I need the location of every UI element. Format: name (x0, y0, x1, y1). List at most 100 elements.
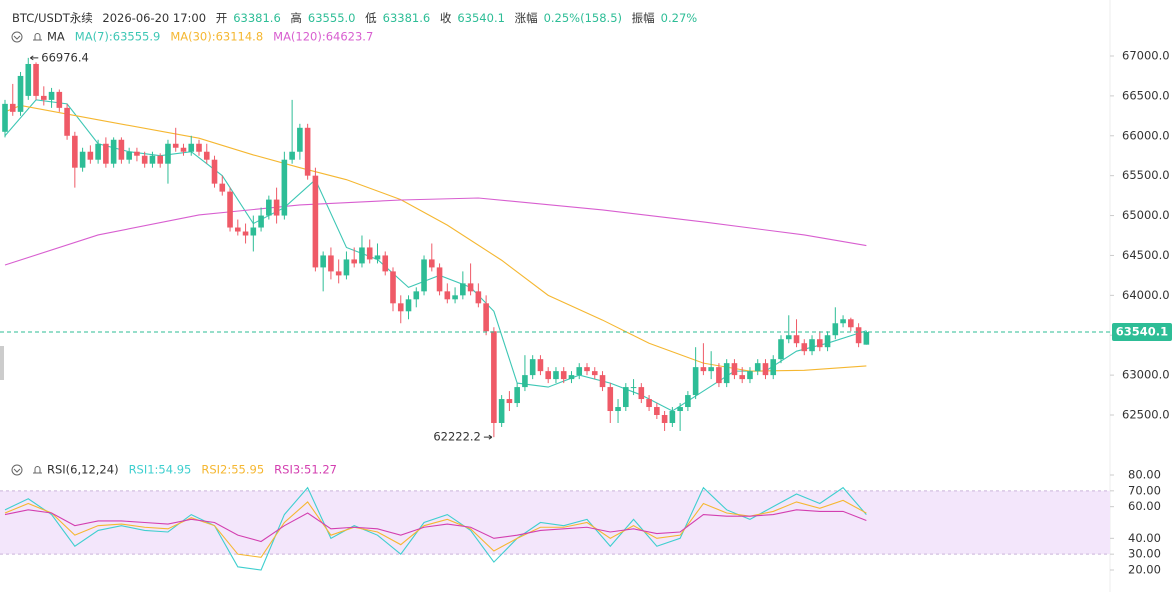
legend-entry: MA(7):63555.9 (75, 30, 161, 44)
candle-body (661, 415, 668, 423)
candle-body (103, 143, 109, 164)
candle-body (235, 227, 241, 232)
y-tick-label: 70.00 (1128, 483, 1161, 497)
candle-body (467, 283, 474, 292)
candle-body (56, 91, 63, 108)
y-tick-label: 63000.0 (1122, 368, 1170, 382)
candle-body (747, 371, 753, 380)
candle-body (855, 327, 862, 344)
high-label: 高 (290, 11, 302, 25)
candle-body (778, 339, 784, 360)
low: 63381.6 (382, 11, 431, 25)
candle-body (304, 127, 311, 176)
candle-body (731, 363, 738, 376)
candle-body (522, 375, 528, 388)
candle-body (227, 191, 233, 228)
y-tick-label: 66000.0 (1122, 128, 1170, 142)
candle-body (320, 255, 326, 268)
candle-body (545, 371, 551, 380)
y-tick-label: 64500.0 (1122, 248, 1170, 262)
candle-body (413, 291, 420, 300)
candle-body (483, 303, 489, 332)
legend-title: RSI(6,12,24) (47, 463, 119, 477)
candle-body (382, 255, 389, 272)
y-tick-label: 65500.0 (1122, 168, 1170, 182)
rsi-band (0, 490, 1110, 555)
candle-body (809, 339, 815, 352)
candle-body (203, 151, 210, 160)
candle-body (242, 231, 249, 236)
candle-body (529, 359, 536, 376)
candle-body (708, 367, 714, 372)
candle-body (266, 199, 272, 216)
candle-body (568, 375, 575, 380)
candle-body (196, 143, 202, 152)
candle-body (397, 303, 404, 312)
last-price-label: 63540.1 (1116, 325, 1168, 339)
candle-body (801, 343, 808, 352)
amplitude-label: 振幅 (631, 11, 655, 25)
candle-body (95, 143, 101, 160)
y-tick-label: 40.00 (1128, 531, 1161, 545)
close: 63540.1 (457, 11, 505, 25)
candle-body (273, 199, 280, 216)
candle-body (2, 103, 8, 132)
candle-body (328, 255, 334, 272)
candle-body (840, 319, 846, 324)
candle-body (599, 375, 606, 388)
candle-body (685, 395, 691, 408)
candle-body (351, 259, 357, 264)
candle-body (638, 387, 645, 400)
candle-body (460, 283, 466, 296)
legend-entry: MA(120):64623.7 (273, 30, 373, 44)
candle-body (754, 363, 761, 372)
candle-body (165, 143, 171, 164)
candle-body (25, 63, 32, 96)
candle-body (110, 139, 117, 164)
candle-body (436, 267, 443, 292)
candle-body (700, 367, 707, 372)
candle-body (863, 332, 870, 345)
candle-body (677, 407, 683, 412)
candle-body (817, 339, 823, 348)
candle-body (405, 299, 412, 312)
high: 63555.0 (307, 11, 356, 25)
candle-body (41, 95, 47, 100)
candle-body (669, 411, 676, 423)
y-tick-label: 30.00 (1128, 547, 1161, 561)
rsi-line (4, 499, 867, 558)
candle-body (64, 107, 70, 136)
candle-body (72, 135, 78, 168)
candle-body (848, 319, 854, 328)
candle-body (770, 359, 777, 376)
ohlc-header: BTC/USDT永续 2026-06-20 17:00 开 63381.6 高 63… (12, 10, 703, 26)
y-tick-label: 62500.0 (1122, 408, 1170, 422)
change: 0.25%(158.5) (543, 11, 623, 25)
time: 2026-06-20 17:00 (102, 11, 207, 25)
candle-body (312, 175, 319, 268)
candle-body (250, 227, 257, 236)
candle-body (149, 155, 156, 164)
legend-icons (11, 31, 42, 476)
candle-body (591, 371, 598, 376)
candle-body (343, 259, 350, 276)
candle-body (506, 399, 513, 404)
candle-body (48, 91, 55, 100)
y-tick-label: 66500.0 (1122, 88, 1170, 102)
candle-body (374, 255, 381, 260)
candle-body (390, 271, 396, 304)
side-tab[interactable] (0, 346, 4, 380)
symbol: BTC/USDT永续 (12, 11, 93, 25)
candle-body (560, 371, 567, 380)
candle-body (429, 259, 435, 268)
candle-body (491, 331, 497, 423)
ma-line (4, 197, 867, 266)
candle-body (211, 159, 218, 184)
rsi-line (4, 509, 867, 543)
high-label: 66976.4 (41, 50, 89, 64)
candle-body (630, 387, 637, 389)
candle-body (219, 183, 226, 192)
candle-body (366, 247, 373, 260)
y-tick-label: 60.00 (1128, 499, 1161, 513)
